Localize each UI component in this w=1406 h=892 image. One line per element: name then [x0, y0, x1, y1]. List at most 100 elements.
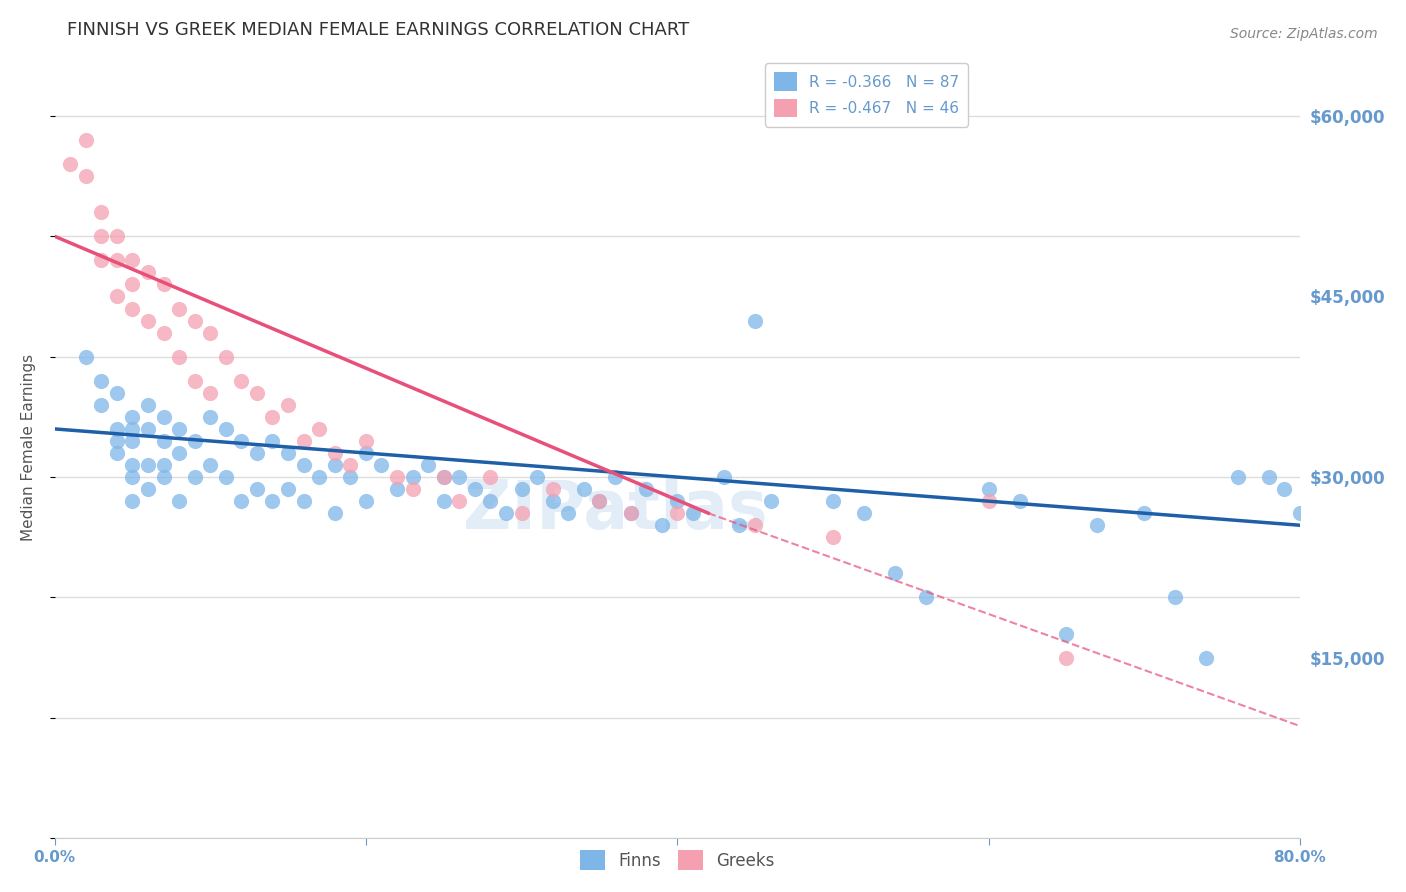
Point: [200, 385, 222, 400]
Point: [277, 446, 299, 460]
Point: [977, 482, 1000, 496]
Y-axis label: Median Female Earnings: Median Female Earnings: [21, 353, 35, 541]
Point: [308, 470, 330, 484]
Point: [167, 301, 190, 316]
Point: [526, 470, 548, 484]
Point: [977, 494, 1000, 508]
Point: [1272, 482, 1295, 496]
Point: [75, 350, 97, 364]
Point: [884, 566, 907, 581]
Point: [105, 253, 128, 268]
Point: [152, 277, 174, 292]
Point: [401, 482, 423, 496]
Point: [354, 434, 377, 448]
Point: [449, 494, 471, 508]
Point: [370, 458, 392, 472]
Point: [200, 409, 222, 424]
Point: [183, 470, 205, 484]
Point: [852, 506, 875, 520]
Point: [603, 470, 626, 484]
Point: [354, 446, 377, 460]
Point: [167, 422, 190, 436]
Point: [105, 434, 128, 448]
Point: [495, 506, 517, 520]
Point: [183, 374, 205, 388]
Point: [619, 506, 641, 520]
Point: [821, 530, 844, 544]
Point: [744, 313, 766, 327]
Point: [323, 458, 346, 472]
Point: [915, 591, 938, 605]
Point: [105, 422, 128, 436]
Point: [167, 446, 190, 460]
Point: [292, 494, 315, 508]
Point: [1054, 626, 1077, 640]
Point: [557, 506, 579, 520]
Point: [479, 470, 502, 484]
Point: [418, 458, 440, 472]
Point: [152, 470, 174, 484]
Point: [90, 398, 112, 412]
Point: [105, 229, 128, 244]
Point: [759, 494, 782, 508]
Point: [1257, 470, 1279, 484]
Point: [262, 434, 284, 448]
Point: [121, 458, 143, 472]
Point: [183, 313, 205, 327]
Point: [1054, 650, 1077, 665]
Point: [1087, 518, 1109, 533]
Point: [339, 470, 361, 484]
Point: [262, 409, 284, 424]
Point: [510, 506, 533, 520]
Point: [200, 458, 222, 472]
Point: [152, 434, 174, 448]
Point: [292, 434, 315, 448]
Point: [215, 470, 238, 484]
Point: [713, 470, 735, 484]
Point: [1288, 506, 1310, 520]
Point: [231, 374, 253, 388]
Point: [666, 494, 689, 508]
Point: [90, 374, 112, 388]
Point: [572, 482, 595, 496]
Point: [1164, 591, 1187, 605]
Point: [90, 205, 112, 219]
Legend: Finns, Greeks: Finns, Greeks: [574, 843, 782, 877]
Point: [588, 494, 610, 508]
Point: [666, 506, 689, 520]
Point: [200, 326, 222, 340]
Point: [339, 458, 361, 472]
Point: [682, 506, 704, 520]
Point: [728, 518, 751, 533]
Point: [136, 458, 159, 472]
Point: [1008, 494, 1031, 508]
Point: [105, 289, 128, 303]
Point: [105, 385, 128, 400]
Point: [246, 482, 269, 496]
Point: [651, 518, 673, 533]
Point: [136, 313, 159, 327]
Point: [231, 434, 253, 448]
Point: [75, 169, 97, 183]
Point: [121, 409, 143, 424]
Point: [277, 482, 299, 496]
Point: [619, 506, 641, 520]
Point: [588, 494, 610, 508]
Point: [121, 470, 143, 484]
Point: [231, 494, 253, 508]
Point: [433, 494, 456, 508]
Point: [121, 301, 143, 316]
Point: [636, 482, 658, 496]
Point: [121, 422, 143, 436]
Text: FINNISH VS GREEK MEDIAN FEMALE EARNINGS CORRELATION CHART: FINNISH VS GREEK MEDIAN FEMALE EARNINGS …: [67, 21, 689, 39]
Point: [152, 409, 174, 424]
Point: [354, 494, 377, 508]
Point: [167, 350, 190, 364]
Point: [277, 398, 299, 412]
Point: [136, 422, 159, 436]
Point: [262, 494, 284, 508]
Point: [246, 446, 269, 460]
Point: [59, 157, 82, 171]
Text: Source: ZipAtlas.com: Source: ZipAtlas.com: [1230, 27, 1378, 41]
Point: [401, 470, 423, 484]
